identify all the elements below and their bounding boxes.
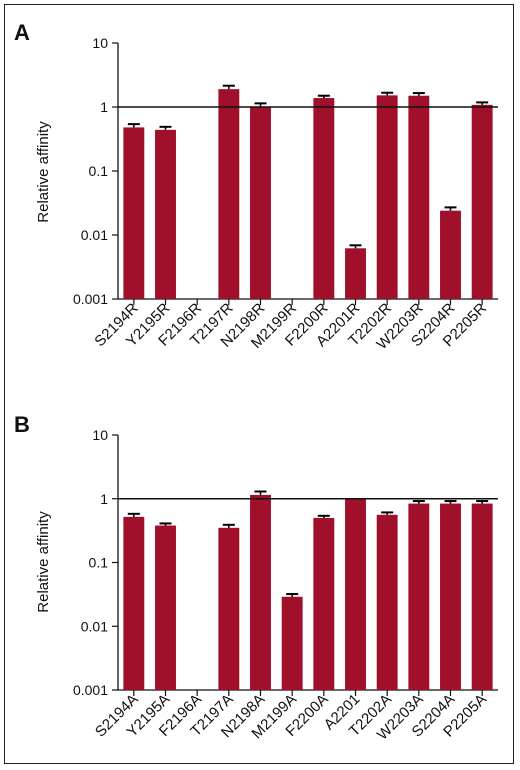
y-tick-label: 0.001 bbox=[73, 291, 108, 307]
bar bbox=[440, 503, 461, 690]
panel-a-y-axis-label: Relative affinity bbox=[35, 121, 52, 223]
panel-a: A Relative affinity 0.0010.010.1110S2194… bbox=[14, 20, 498, 353]
bar bbox=[218, 89, 240, 300]
y-tick-label: 10 bbox=[92, 35, 108, 51]
bar bbox=[408, 503, 430, 690]
y-tick-label: 0.1 bbox=[89, 555, 109, 571]
bar bbox=[123, 127, 145, 299]
bar bbox=[281, 596, 303, 690]
panel-b: B Relative affinity 0.0010.010.1110S2194… bbox=[14, 412, 498, 744]
y-tick-label: 1 bbox=[100, 491, 108, 507]
y-tick-label: 10 bbox=[92, 427, 108, 443]
bar bbox=[471, 104, 493, 300]
bar bbox=[250, 494, 271, 690]
bar bbox=[155, 129, 176, 299]
y-tick-label: 0.001 bbox=[73, 682, 108, 698]
panel-a-letter: A bbox=[14, 20, 30, 45]
bar bbox=[345, 498, 366, 690]
y-tick-label: 0.01 bbox=[81, 618, 108, 634]
bar bbox=[376, 95, 398, 300]
bar bbox=[440, 210, 461, 299]
bar bbox=[376, 514, 398, 690]
panel-b-letter: B bbox=[14, 412, 30, 437]
bar bbox=[313, 517, 335, 690]
bar bbox=[313, 98, 335, 300]
bar bbox=[218, 527, 240, 690]
bar bbox=[345, 248, 366, 299]
bar bbox=[123, 516, 145, 690]
y-tick-label: 1 bbox=[100, 99, 108, 115]
y-tick-label: 0.01 bbox=[81, 227, 108, 243]
bar bbox=[250, 106, 271, 300]
panel-b-y-axis-label: Relative affinity bbox=[35, 511, 52, 613]
bar bbox=[155, 525, 176, 690]
bar bbox=[471, 503, 493, 690]
y-tick-label: 0.1 bbox=[89, 163, 109, 179]
bar bbox=[408, 95, 430, 299]
